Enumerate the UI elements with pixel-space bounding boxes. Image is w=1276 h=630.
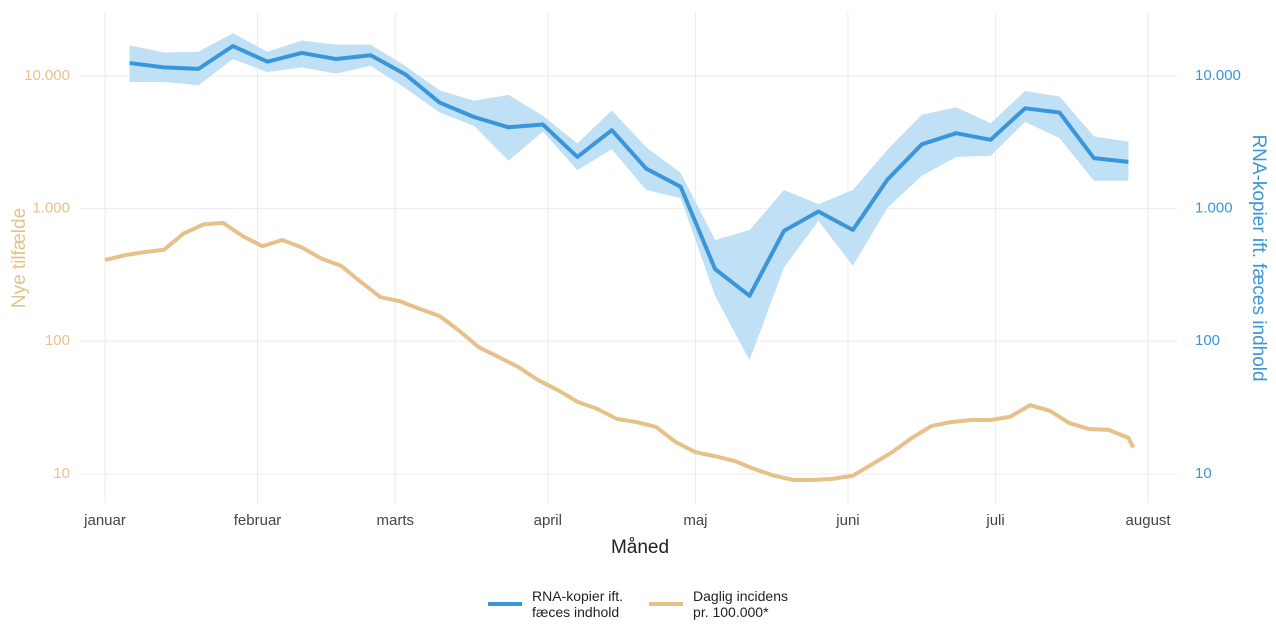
legend: RNA-kopier ift. fæces indhold Daglig inci… <box>0 588 1276 620</box>
y-tick-label: 100 <box>45 332 70 349</box>
legend-label: Daglig incidens pr. 100.000* <box>693 588 788 620</box>
legend-item: Daglig incidens pr. 100.000* <box>649 588 788 620</box>
y-tick-label: 10 <box>53 465 70 482</box>
x-tick-label: juli <box>985 512 1004 529</box>
chart: Måned Nye tilfælde RNA-kopier ift. fæces… <box>9 12 1269 558</box>
x-tick-label: januar <box>83 512 126 529</box>
legend-swatch <box>649 602 684 606</box>
y2-tick-label: 10.000 <box>1195 67 1241 84</box>
y-tick-label: 1.000 <box>32 200 70 217</box>
legend-item: RNA-kopier ift. fæces indhold <box>488 588 623 620</box>
x-tick-label: april <box>534 512 562 529</box>
legend-swatch <box>488 602 522 606</box>
y-axis-label: Nye tilfælde <box>9 208 30 308</box>
confidence-band <box>129 33 1129 361</box>
grid <box>80 12 1178 504</box>
y2-axis-label: RNA-kopier ift. fæces indhold <box>1248 134 1269 381</box>
x-axis-label: Måned <box>611 537 669 558</box>
y2-tick-label: 1.000 <box>1195 200 1233 217</box>
series-line <box>104 220 1136 483</box>
x-tick-label: februar <box>234 512 282 529</box>
x-tick-label: juni <box>835 512 859 529</box>
x-tick-label: maj <box>683 512 707 529</box>
legend-label: RNA-kopier ift. fæces indhold <box>532 588 624 620</box>
y2-tick-label: 10 <box>1195 465 1212 482</box>
y-tick-label: 10.000 <box>24 67 70 84</box>
x-tick-label: august <box>1126 512 1172 529</box>
series-line <box>129 44 1129 298</box>
x-tick-label: marts <box>377 512 415 529</box>
y2-tick-label: 100 <box>1195 332 1220 349</box>
